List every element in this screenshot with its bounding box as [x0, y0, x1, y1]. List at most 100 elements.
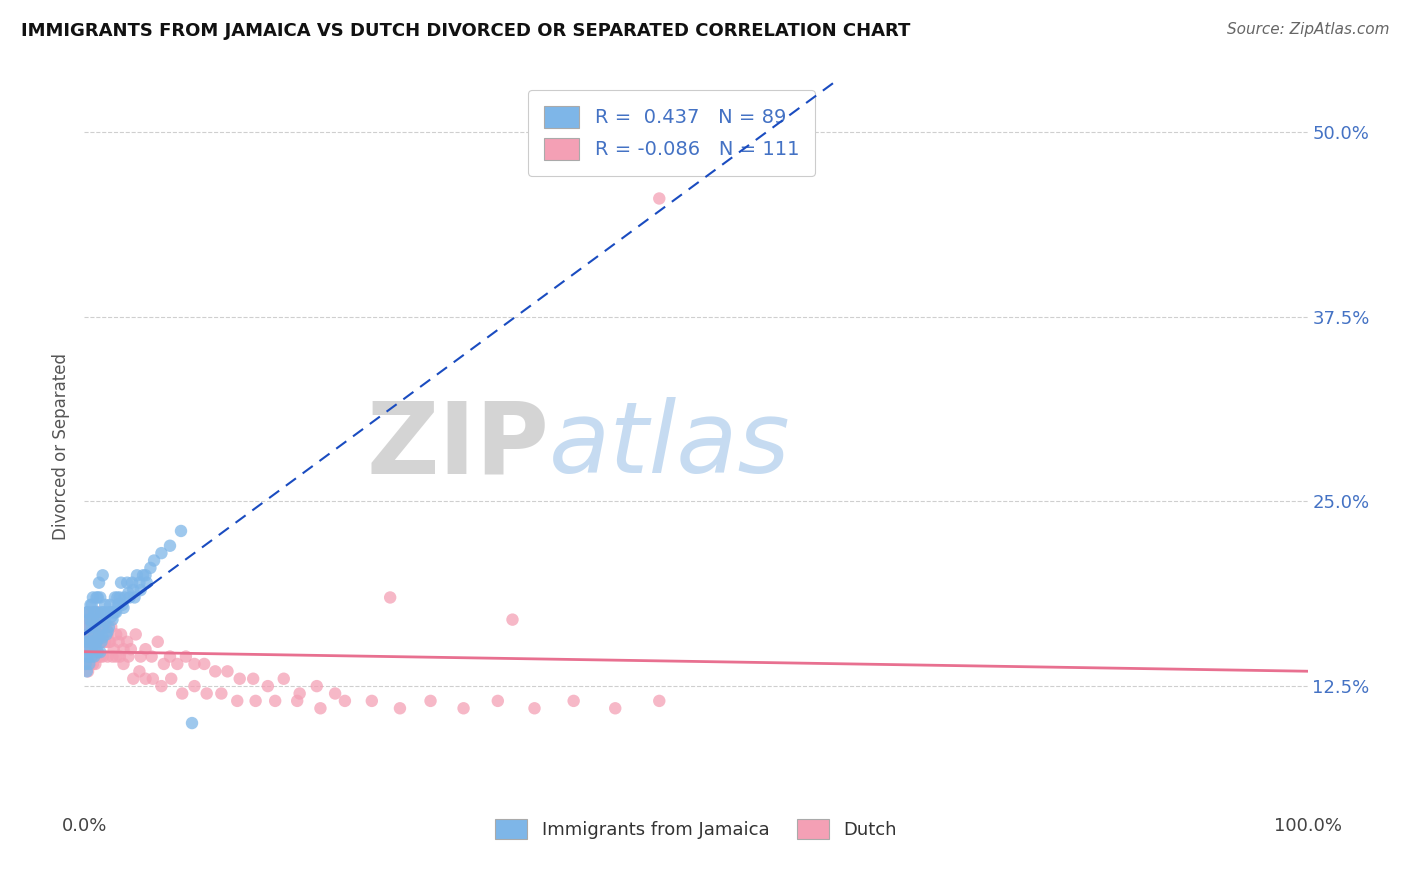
Point: [118, 591, 141, 605]
Point: [83, 605, 105, 619]
Point: [91, 568, 114, 582]
Point: [89, 634, 111, 648]
Point: [79, 642, 101, 657]
Point: [333, 694, 356, 708]
Point: [100, 605, 122, 619]
Point: [83, 627, 105, 641]
Point: [360, 694, 382, 708]
Point: [76, 613, 98, 627]
Point: [209, 686, 232, 700]
Point: [129, 649, 152, 664]
Point: [76, 642, 98, 657]
Point: [75, 634, 97, 648]
Point: [100, 609, 122, 624]
Point: [77, 605, 100, 619]
Point: [83, 634, 105, 648]
Point: [101, 613, 124, 627]
Point: [86, 642, 108, 657]
Point: [75, 657, 97, 671]
Point: [98, 634, 121, 648]
Point: [128, 575, 150, 590]
Point: [129, 583, 152, 598]
Point: [648, 694, 671, 708]
Point: [94, 634, 117, 648]
Point: [82, 634, 104, 648]
Point: [77, 627, 100, 641]
Text: ZIP: ZIP: [367, 398, 550, 494]
Point: [77, 657, 100, 671]
Point: [77, 634, 100, 648]
Point: [142, 672, 165, 686]
Point: [122, 583, 145, 598]
Point: [77, 620, 100, 634]
Point: [105, 591, 128, 605]
Point: [87, 575, 110, 590]
Point: [107, 598, 129, 612]
Point: [97, 649, 120, 664]
Point: [91, 631, 114, 645]
Point: [77, 665, 100, 679]
Point: [87, 591, 110, 605]
Point: [87, 613, 110, 627]
Point: [226, 694, 249, 708]
Point: [89, 645, 111, 659]
Point: [204, 665, 226, 679]
Point: [264, 694, 287, 708]
Point: [87, 605, 110, 619]
Point: [120, 642, 142, 657]
Point: [87, 620, 110, 634]
Point: [128, 665, 150, 679]
Point: [87, 649, 110, 664]
Point: [150, 679, 173, 693]
Point: [97, 627, 120, 641]
Point: [217, 665, 239, 679]
Point: [124, 591, 146, 605]
Point: [77, 613, 100, 627]
Point: [94, 598, 117, 612]
Point: [76, 649, 98, 664]
Point: [105, 649, 128, 664]
Point: [86, 634, 108, 648]
Point: [90, 634, 112, 648]
Point: [159, 649, 181, 664]
Point: [183, 679, 205, 693]
Text: atlas: atlas: [550, 398, 790, 494]
Point: [83, 605, 105, 619]
Point: [82, 591, 104, 605]
Legend: Immigrants from Jamaica, Dutch: Immigrants from Jamaica, Dutch: [488, 812, 904, 847]
Point: [82, 657, 104, 671]
Point: [160, 672, 183, 686]
Point: [80, 598, 103, 612]
Point: [228, 672, 250, 686]
Point: [79, 613, 101, 627]
Point: [242, 672, 264, 686]
Point: [76, 665, 98, 679]
Point: [80, 642, 103, 657]
Point: [87, 627, 110, 641]
Point: [77, 642, 100, 657]
Point: [150, 546, 173, 560]
Point: [245, 694, 267, 708]
Point: [94, 615, 117, 630]
Point: [108, 591, 131, 605]
Point: [143, 553, 166, 567]
Point: [86, 591, 108, 605]
Point: [82, 613, 104, 627]
Point: [97, 624, 120, 639]
Point: [174, 649, 197, 664]
Point: [562, 694, 585, 708]
Point: [91, 634, 114, 648]
Text: Source: ZipAtlas.com: Source: ZipAtlas.com: [1226, 22, 1389, 37]
Point: [309, 701, 332, 715]
Point: [195, 686, 218, 700]
Point: [181, 716, 204, 731]
Point: [153, 657, 176, 671]
Point: [82, 634, 104, 648]
Point: [83, 627, 105, 641]
Point: [170, 524, 193, 538]
Point: [125, 568, 148, 582]
Point: [419, 694, 441, 708]
Point: [121, 575, 143, 590]
Point: [76, 605, 98, 619]
Point: [76, 649, 98, 664]
